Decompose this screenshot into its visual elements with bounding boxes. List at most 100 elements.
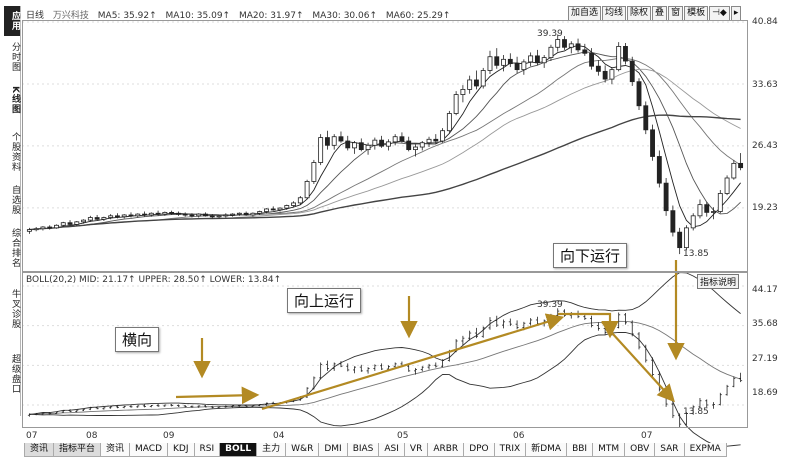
ma-line-ma5 <box>29 45 741 231</box>
indicator-tab[interactable]: MTM <box>592 443 626 457</box>
candle-body <box>541 57 547 64</box>
main-panel-frame <box>22 20 748 272</box>
indicator-tab[interactable]: 新DMA <box>525 443 568 457</box>
candle-body <box>121 214 127 218</box>
indicator-tab[interactable]: BBI <box>566 443 594 457</box>
indicator-tab[interactable]: KDJ <box>167 443 195 457</box>
indicator-tab[interactable]: SAR <box>654 443 685 457</box>
candle-body <box>474 79 479 87</box>
indicator-tab[interactable]: BOLL <box>219 443 258 457</box>
candle-body <box>60 222 66 226</box>
boll-tick-3: 27.19 <box>752 354 778 364</box>
candle-body <box>297 197 303 204</box>
candle-body <box>87 217 93 221</box>
candle-body <box>304 181 310 199</box>
ma20-label: MA20: 31.97↑ <box>238 11 304 21</box>
ma-legend: 日线 万兴科技 MA5: 35.92↑ MA10: 35.09↑ MA20: 3… <box>26 8 456 21</box>
candle-body <box>623 46 628 62</box>
candle-body <box>40 226 46 230</box>
ma30-label: MA30: 30.06↑ <box>312 11 377 21</box>
candle-body <box>209 215 215 218</box>
candle-body <box>243 212 249 216</box>
candle-body <box>182 213 188 216</box>
candle-body <box>738 162 744 169</box>
sidebar-item[interactable]: 牛叉诊股 <box>10 289 20 329</box>
candle-body <box>419 142 425 148</box>
candle-body <box>433 138 439 142</box>
indicator-tab[interactable]: 资讯 <box>24 443 55 457</box>
indicator-tab[interactable]: ASI <box>378 443 405 457</box>
sidebar-item[interactable]: 自选股 <box>10 185 20 215</box>
indicator-tab[interactable]: RSI <box>193 443 221 457</box>
candle-body <box>47 226 53 229</box>
candle-body <box>162 211 168 215</box>
candle-body <box>548 46 554 59</box>
candle-body <box>426 138 432 144</box>
candle-body <box>372 139 378 146</box>
sidebar-item[interactable]: 分时图 <box>10 42 20 72</box>
candle-body <box>236 212 242 215</box>
candle-body <box>399 136 405 142</box>
candle-body <box>494 56 500 66</box>
arrow-downward-trend <box>601 321 675 403</box>
candle-body <box>345 140 351 149</box>
boll-mid-band <box>29 320 741 415</box>
indicator-help-button[interactable]: 指标说明 <box>697 274 740 289</box>
candle-body <box>616 46 622 71</box>
indicator-tab[interactable]: MACD <box>129 443 169 457</box>
month-tick: 06 <box>513 431 525 441</box>
indicator-tab[interactable]: TRIX <box>493 443 527 457</box>
ma60-label: MA60: 25.29↑ <box>385 11 451 21</box>
indicator-tab[interactable]: BIAS <box>346 443 380 457</box>
callout-upward: 向上运行 <box>287 288 362 313</box>
candle-body <box>534 55 540 64</box>
sidebar-item[interactable]: K线图 <box>10 86 20 114</box>
candle-body <box>602 70 608 80</box>
candle-body <box>264 208 269 212</box>
candle-body <box>311 162 317 182</box>
indicator-tab[interactable]: DMI <box>318 443 348 457</box>
candle-body <box>480 70 486 87</box>
arrow-down-callout-drop <box>558 312 619 339</box>
arrow-sideways-right <box>175 386 260 405</box>
ma5-label: MA5: 35.92↑ <box>97 11 157 21</box>
candle-body <box>148 212 154 216</box>
indicator-tab[interactable]: DPO <box>463 443 495 457</box>
sidebar-item[interactable]: 综合排名 <box>10 228 20 268</box>
indicator-tab[interactable]: ARBR <box>427 443 465 457</box>
candle-body <box>697 204 703 217</box>
candle-body <box>230 213 236 216</box>
stock-name: 万兴科技 <box>52 11 89 21</box>
indicator-tab[interactable]: 资讯 <box>100 443 131 457</box>
sidebar-item[interactable]: 个股资料 <box>10 132 20 172</box>
candle-body <box>277 207 283 211</box>
boll-tick-1: 44.17 <box>752 285 778 295</box>
indicator-tab[interactable]: OBV <box>624 443 656 457</box>
candle-body <box>406 140 412 151</box>
ma10-label: MA10: 35.09↑ <box>165 11 231 21</box>
candle-body <box>514 63 520 71</box>
indicator-tab[interactable]: W&R <box>285 443 320 457</box>
candle-body <box>128 214 134 217</box>
candle-body <box>521 61 527 71</box>
candle-body <box>318 137 324 163</box>
indicator-tab[interactable]: 指标平台 <box>53 443 102 457</box>
candle-body <box>656 156 662 184</box>
candle-body <box>460 89 466 95</box>
month-tick: 09 <box>163 431 175 441</box>
boll-low-label: 13.85 <box>683 407 709 417</box>
candle-body <box>528 55 534 63</box>
candle-body <box>135 213 141 217</box>
boll-lower-band <box>29 331 741 447</box>
candle-body <box>169 211 175 214</box>
indicator-tab[interactable]: EXPMA <box>683 443 727 457</box>
indicator-tab[interactable]: VR <box>403 443 429 457</box>
candle-body <box>711 211 716 213</box>
sidebar-item[interactable]: 应用 <box>4 6 20 36</box>
ma-line-ma60 <box>29 114 741 231</box>
sidebar-item[interactable]: 超级盘口 <box>10 354 20 394</box>
candle-body <box>115 215 120 218</box>
indicator-tab[interactable]: 主力 <box>256 443 287 457</box>
candle-body <box>94 217 100 220</box>
